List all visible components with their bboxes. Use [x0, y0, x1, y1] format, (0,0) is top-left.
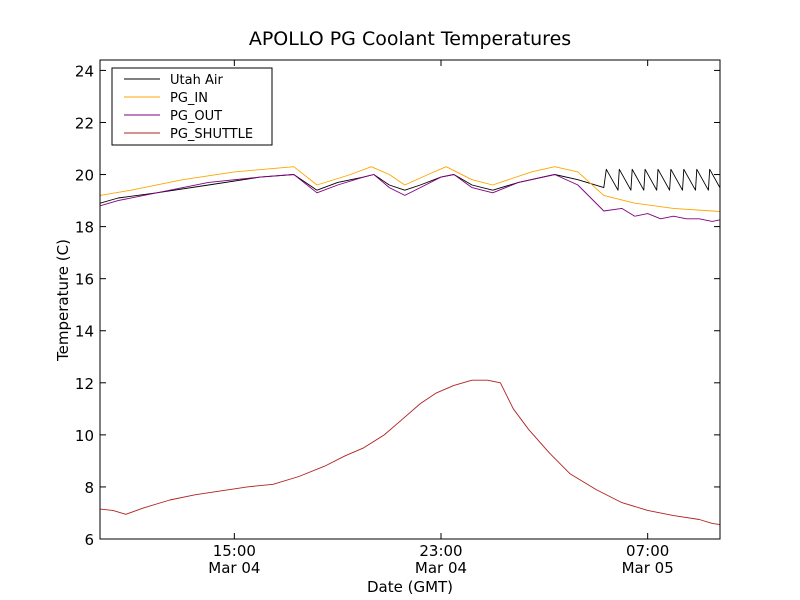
x-tick-label-time: 23:00	[419, 542, 462, 560]
y-tick-label: 14	[75, 323, 94, 341]
series-line-pg-in	[100, 166, 720, 212]
y-tick-label: 18	[75, 219, 94, 237]
y-tick-label: 22	[75, 114, 94, 132]
y-tick-label: 24	[75, 62, 94, 80]
x-tick-label-date: Mar 05	[622, 559, 674, 577]
y-tick-label: 8	[84, 479, 94, 497]
y-tick-label: 6	[84, 531, 94, 549]
x-axis-label: Date (GMT)	[367, 578, 453, 596]
y-tick-label: 16	[75, 271, 94, 289]
legend: Utah Air PG_IN PG_OUT PG_SHUTTLE	[111, 67, 273, 146]
legend-label-utah-air: Utah Air	[170, 73, 223, 88]
series-line-pg-shuttle	[100, 379, 720, 526]
y-axis-label: Temperature (C)	[54, 239, 72, 362]
legend-label-pg-out: PG_OUT	[170, 109, 222, 124]
series-line-pg-out	[100, 174, 720, 222]
y-tick-label: 12	[75, 375, 94, 393]
x-tick-label-date: Mar 04	[415, 559, 467, 577]
series-lines	[100, 166, 720, 526]
legend-box	[111, 67, 273, 146]
y-tick-label: 20	[75, 167, 94, 185]
x-tick-label-time: 07:00	[626, 542, 669, 560]
x-tick-label-time: 15:00	[213, 542, 256, 560]
chart-title: APOLLO PG Coolant Temperatures	[249, 28, 571, 50]
legend-label-pg-in: PG_IN	[170, 91, 208, 106]
y-tick-label: 10	[75, 427, 94, 445]
x-tick-label-date: Mar 04	[208, 559, 260, 577]
legend-label-pg-shuttle: PG_SHUTTLE	[170, 127, 253, 142]
plot-frame	[99, 59, 721, 540]
